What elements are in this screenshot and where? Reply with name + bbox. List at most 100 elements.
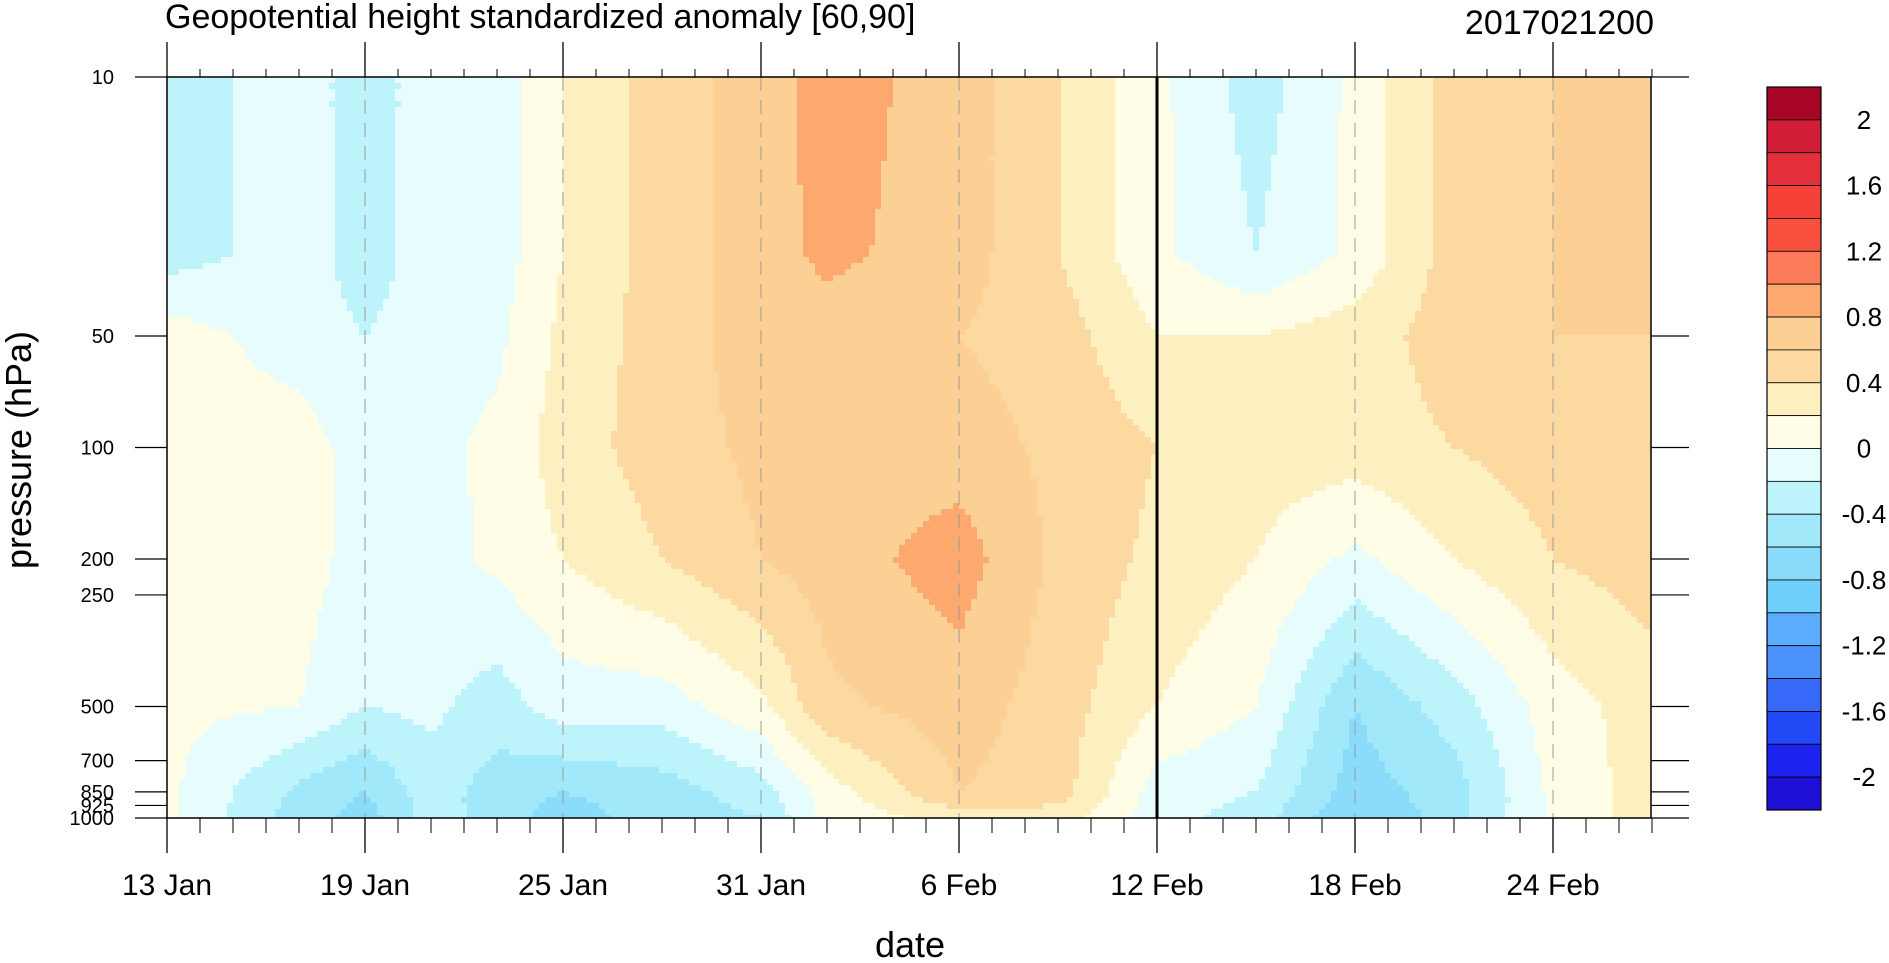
field-cell	[1391, 143, 1398, 150]
field-cell	[197, 107, 204, 114]
field-cell	[1517, 167, 1524, 174]
field-cell	[287, 185, 294, 192]
field-cell	[425, 137, 432, 144]
field-cell	[401, 95, 408, 102]
field-cell	[965, 95, 972, 102]
field-cell	[653, 137, 660, 144]
field-cell	[1145, 77, 1152, 84]
field-cell	[1457, 167, 1464, 174]
field-cell	[209, 119, 216, 126]
field-cell	[1289, 125, 1296, 132]
field-cell	[1637, 191, 1644, 198]
field-cell	[1385, 167, 1392, 174]
field-cell	[569, 95, 576, 102]
field-cell	[593, 107, 600, 114]
field-cell	[749, 161, 756, 168]
field-cell	[1241, 161, 1248, 168]
field-cell	[509, 131, 516, 138]
field-cell	[965, 173, 972, 180]
field-cell	[695, 137, 702, 144]
field-cell	[683, 77, 690, 84]
field-cell	[461, 95, 468, 102]
field-cell	[1121, 131, 1128, 138]
field-cell	[851, 167, 858, 174]
field-cell	[1175, 185, 1182, 192]
field-cell	[1283, 107, 1290, 114]
field-cell	[443, 119, 450, 126]
field-cell	[677, 167, 684, 174]
field-cell	[317, 197, 324, 204]
field-cell	[623, 137, 630, 144]
field-cell	[1565, 125, 1572, 132]
field-cell	[335, 167, 342, 174]
field-cell	[1175, 77, 1182, 84]
field-cell	[1001, 155, 1008, 162]
field-cell	[1223, 161, 1230, 168]
field-cell	[1373, 125, 1380, 132]
field-cell	[509, 185, 516, 192]
field-cell	[1541, 149, 1548, 156]
field-cell	[401, 77, 408, 84]
field-cell	[1529, 161, 1536, 168]
field-cell	[1553, 107, 1560, 114]
field-cell	[281, 107, 288, 114]
field-cell	[1565, 107, 1572, 114]
field-cell	[197, 89, 204, 96]
field-cell	[215, 197, 222, 204]
field-cell	[1487, 113, 1494, 120]
field-cell	[989, 83, 996, 90]
field-cell	[665, 131, 672, 138]
field-cell	[977, 161, 984, 168]
field-cell	[1223, 185, 1230, 192]
field-cell	[1487, 89, 1494, 96]
field-cell	[443, 137, 450, 144]
field-cell	[1265, 137, 1272, 144]
field-cell	[437, 179, 444, 186]
field-cell	[719, 191, 726, 198]
field-cell	[221, 113, 228, 120]
field-cell	[317, 167, 324, 174]
field-cell	[1343, 101, 1350, 108]
field-cell	[1295, 131, 1302, 138]
field-cell	[521, 113, 528, 120]
field-cell	[653, 119, 660, 126]
field-cell	[875, 89, 882, 96]
field-cell	[797, 107, 804, 114]
field-cell	[725, 191, 732, 198]
field-cell	[821, 167, 828, 174]
field-cell	[1043, 149, 1050, 156]
field-cell	[785, 77, 792, 84]
field-cell	[923, 131, 930, 138]
field-cell	[689, 167, 696, 174]
field-cell	[719, 131, 726, 138]
field-cell	[1433, 167, 1440, 174]
field-cell	[1211, 83, 1218, 90]
field-cell	[1589, 185, 1596, 192]
field-cell	[1061, 119, 1068, 126]
field-cell	[1271, 137, 1278, 144]
field-cell	[689, 143, 696, 150]
field-cell	[455, 83, 462, 90]
field-cell	[347, 113, 354, 120]
field-cell	[1229, 131, 1236, 138]
field-cell	[719, 125, 726, 132]
field-cell	[365, 77, 372, 84]
field-cell	[863, 161, 870, 168]
field-cell	[587, 173, 594, 180]
field-cell	[197, 143, 204, 150]
field-cell	[1373, 107, 1380, 114]
field-cell	[731, 143, 738, 150]
field-cell	[761, 77, 768, 84]
field-cell	[1325, 113, 1332, 120]
field-cell	[899, 107, 906, 114]
field-cell	[251, 113, 258, 120]
field-cell	[473, 119, 480, 126]
field-cell	[1247, 101, 1254, 108]
field-cell	[1619, 137, 1626, 144]
field-cell	[671, 119, 678, 126]
field-cell	[383, 143, 390, 150]
field-cell	[269, 119, 276, 126]
field-cell	[737, 167, 744, 174]
field-cell	[1211, 185, 1218, 192]
field-cell	[629, 83, 636, 90]
